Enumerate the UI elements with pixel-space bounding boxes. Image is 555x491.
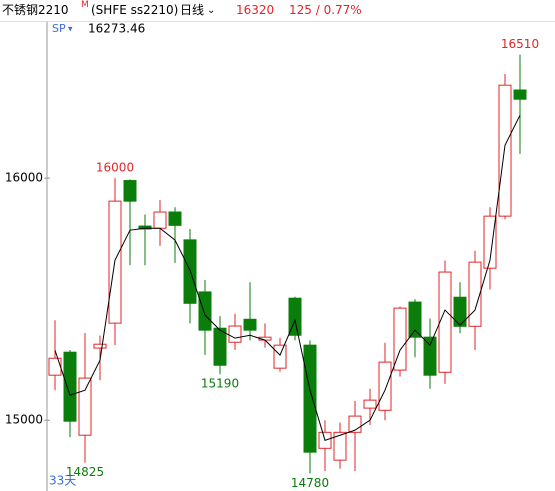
candle-body <box>483 215 497 269</box>
y-tick-label: 16000 <box>5 171 43 185</box>
candle-body <box>273 344 287 369</box>
candle-body <box>408 301 422 338</box>
period-select[interactable]: 日线 <box>180 3 205 17</box>
sp-label: SP <box>52 22 66 35</box>
candle-body <box>453 296 467 327</box>
peak-label: 16000 <box>96 161 134 175</box>
price-change: 125 / 0.77% <box>289 3 362 17</box>
count-label: 33天 <box>49 474 76 488</box>
candle-body <box>423 336 437 376</box>
candle-body <box>48 357 62 376</box>
instrument-name[interactable]: 不锈钢2210 <box>2 3 69 17</box>
candle-body <box>138 225 152 230</box>
candle-body <box>63 351 77 422</box>
instrument-code: (SHFE ss2210) <box>91 3 179 17</box>
sp-value: 16273.46 <box>88 22 145 36</box>
period-arrow[interactable]: ⌄ <box>207 5 216 16</box>
candle-body <box>378 361 392 411</box>
candle-body <box>243 318 257 331</box>
sp-arrow: ▾ <box>68 25 73 35</box>
trough-label: 15190 <box>201 377 239 391</box>
last-price: 16320 <box>236 3 275 17</box>
candle-body <box>198 291 212 331</box>
candle-body <box>303 344 317 453</box>
y-tick-label: 15000 <box>5 413 43 427</box>
candle-body <box>438 271 452 373</box>
header-bar: 不锈钢2210 M (SHFE ss2210) 日线 ⌄ 16320 125 /… <box>0 0 555 22</box>
candle-body <box>123 180 137 202</box>
candle-body <box>213 327 227 366</box>
peak-label: 16510 <box>501 37 539 51</box>
candle-body <box>78 377 92 436</box>
candle-body <box>513 89 527 100</box>
candle-body <box>333 431 347 461</box>
candle-body <box>468 261 482 327</box>
candle-body <box>393 307 407 371</box>
trough-label: 14825 <box>66 465 104 479</box>
candle-body <box>363 399 377 409</box>
candle-body <box>228 325 242 343</box>
candle-body <box>93 343 107 349</box>
candle-body <box>153 211 167 229</box>
trough-label: 14780 <box>291 476 329 490</box>
candle-body <box>498 84 512 217</box>
moving-average-line <box>54 114 521 441</box>
candle-body <box>168 211 182 226</box>
instrument-tag: M <box>81 0 89 10</box>
